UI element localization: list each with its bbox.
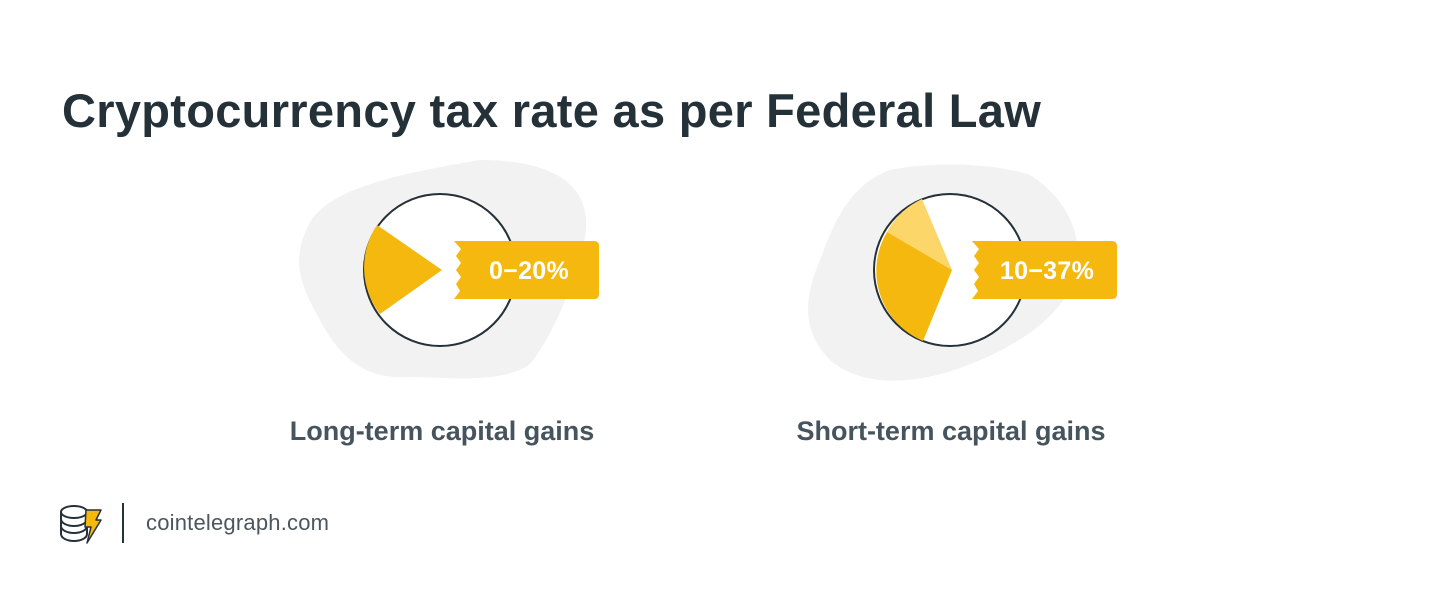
short-term-pie-icon	[808, 164, 1117, 381]
long-term-card: 0−20%	[230, 150, 650, 400]
footer-divider	[122, 503, 124, 543]
long-term-rate-badge: 0−20%	[488, 256, 570, 285]
cointelegraph-logo-icon	[60, 505, 102, 544]
page-title: Cryptocurrency tax rate as per Federal L…	[62, 84, 1042, 138]
short-term-rate-badge: 10−37%	[999, 256, 1095, 285]
long-term-caption: Long-term capital gains	[289, 416, 595, 446]
short-term-caption: Short-term capital gains	[796, 416, 1106, 446]
long-term-pie-icon	[299, 160, 599, 379]
short-term-card: 10−37%	[740, 150, 1160, 400]
footer: cointelegraph.com	[58, 500, 329, 546]
site-name: cointelegraph.com	[146, 510, 330, 535]
